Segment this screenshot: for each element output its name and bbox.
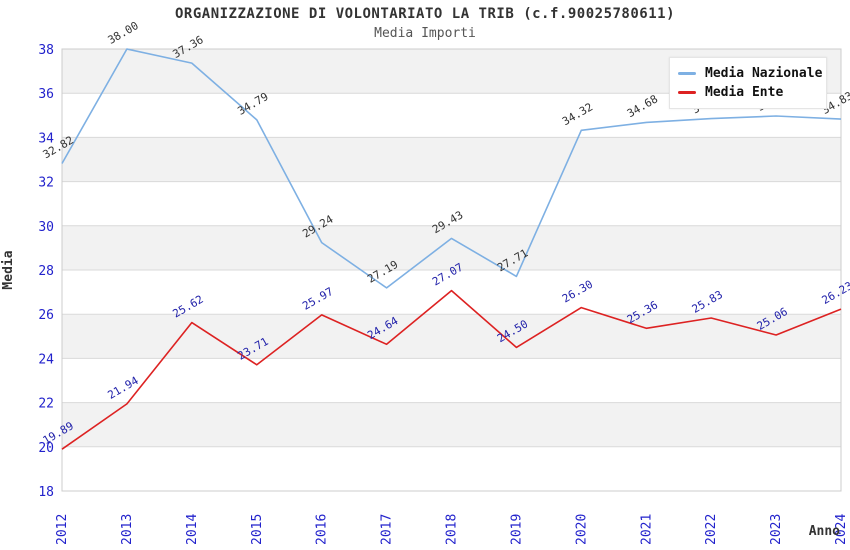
data-label: 21.94 [106, 374, 142, 402]
grid-band [62, 137, 841, 182]
x-tick-label: 2020 [574, 514, 589, 545]
legend-item-media-nazionale: Media Nazionale [678, 64, 822, 83]
page-subtitle: Media Importi [374, 26, 476, 41]
y-axis-title: Media [1, 250, 16, 289]
y-tick-label: 36 [38, 87, 54, 102]
y-tick-label: 24 [38, 352, 54, 367]
legend-label: Media Nazionale [705, 66, 823, 81]
y-tick-label: 22 [38, 397, 54, 412]
band-layer [62, 49, 841, 447]
series-layer [61, 48, 842, 450]
x-tick-label: 2012 [55, 514, 70, 545]
grid-band [62, 225, 841, 270]
x-tick-label: 2014 [185, 514, 200, 545]
y-tick-label: 32 [38, 176, 54, 191]
x-tick-label: 2024 [834, 514, 849, 545]
data-label: 26.23 [820, 279, 850, 307]
data-label: 26.30 [560, 278, 595, 306]
x-tick-label: 2013 [120, 514, 135, 545]
data-label: 34.32 [560, 100, 595, 128]
grid-band [62, 314, 841, 359]
data-label: 25.83 [690, 288, 725, 316]
grid-band [62, 402, 841, 447]
y-tick-label: 20 [38, 441, 54, 456]
page-title: ORGANIZZAZIONE DI VOLONTARIATO LA TRIB (… [174, 6, 675, 22]
data-label: 25.97 [300, 285, 335, 313]
chart-legend: Media Nazionale Media Ente [669, 57, 827, 109]
x-axis-title: Anno [809, 524, 840, 539]
x-tick-label: 2017 [380, 514, 395, 545]
x-tick-label: 2015 [250, 514, 265, 545]
plot-border [61, 48, 842, 492]
y-tick-label: 34 [38, 131, 54, 146]
x-tick-label: 2018 [445, 514, 460, 545]
x-tick-label: 2023 [769, 514, 784, 545]
x-tick-label: 2021 [639, 514, 654, 545]
x-tick-label: 2016 [315, 514, 330, 545]
data-label: 34.68 [625, 92, 660, 120]
y-tick-label: 18 [38, 485, 54, 500]
media-nazionale-line-icon [678, 72, 696, 75]
series-line-media-nazionale [61, 48, 842, 289]
y-tick-label: 38 [38, 43, 54, 58]
data-label: 34.79 [235, 90, 270, 118]
data-label: 38.00 [106, 19, 141, 47]
series-line-media-ente [61, 289, 842, 450]
x-tick-label: 2019 [509, 514, 524, 545]
legend-item-media-ente: Media Ente [678, 83, 818, 102]
y-tick-label: 30 [38, 220, 54, 235]
y-tick-label: 26 [38, 308, 54, 323]
legend-label: Media Ente [705, 85, 784, 100]
y-tick-label: 28 [38, 264, 54, 279]
media-ente-line-icon [678, 91, 696, 94]
x-tick-label: 2022 [704, 514, 719, 545]
grid-layer [61, 48, 842, 492]
